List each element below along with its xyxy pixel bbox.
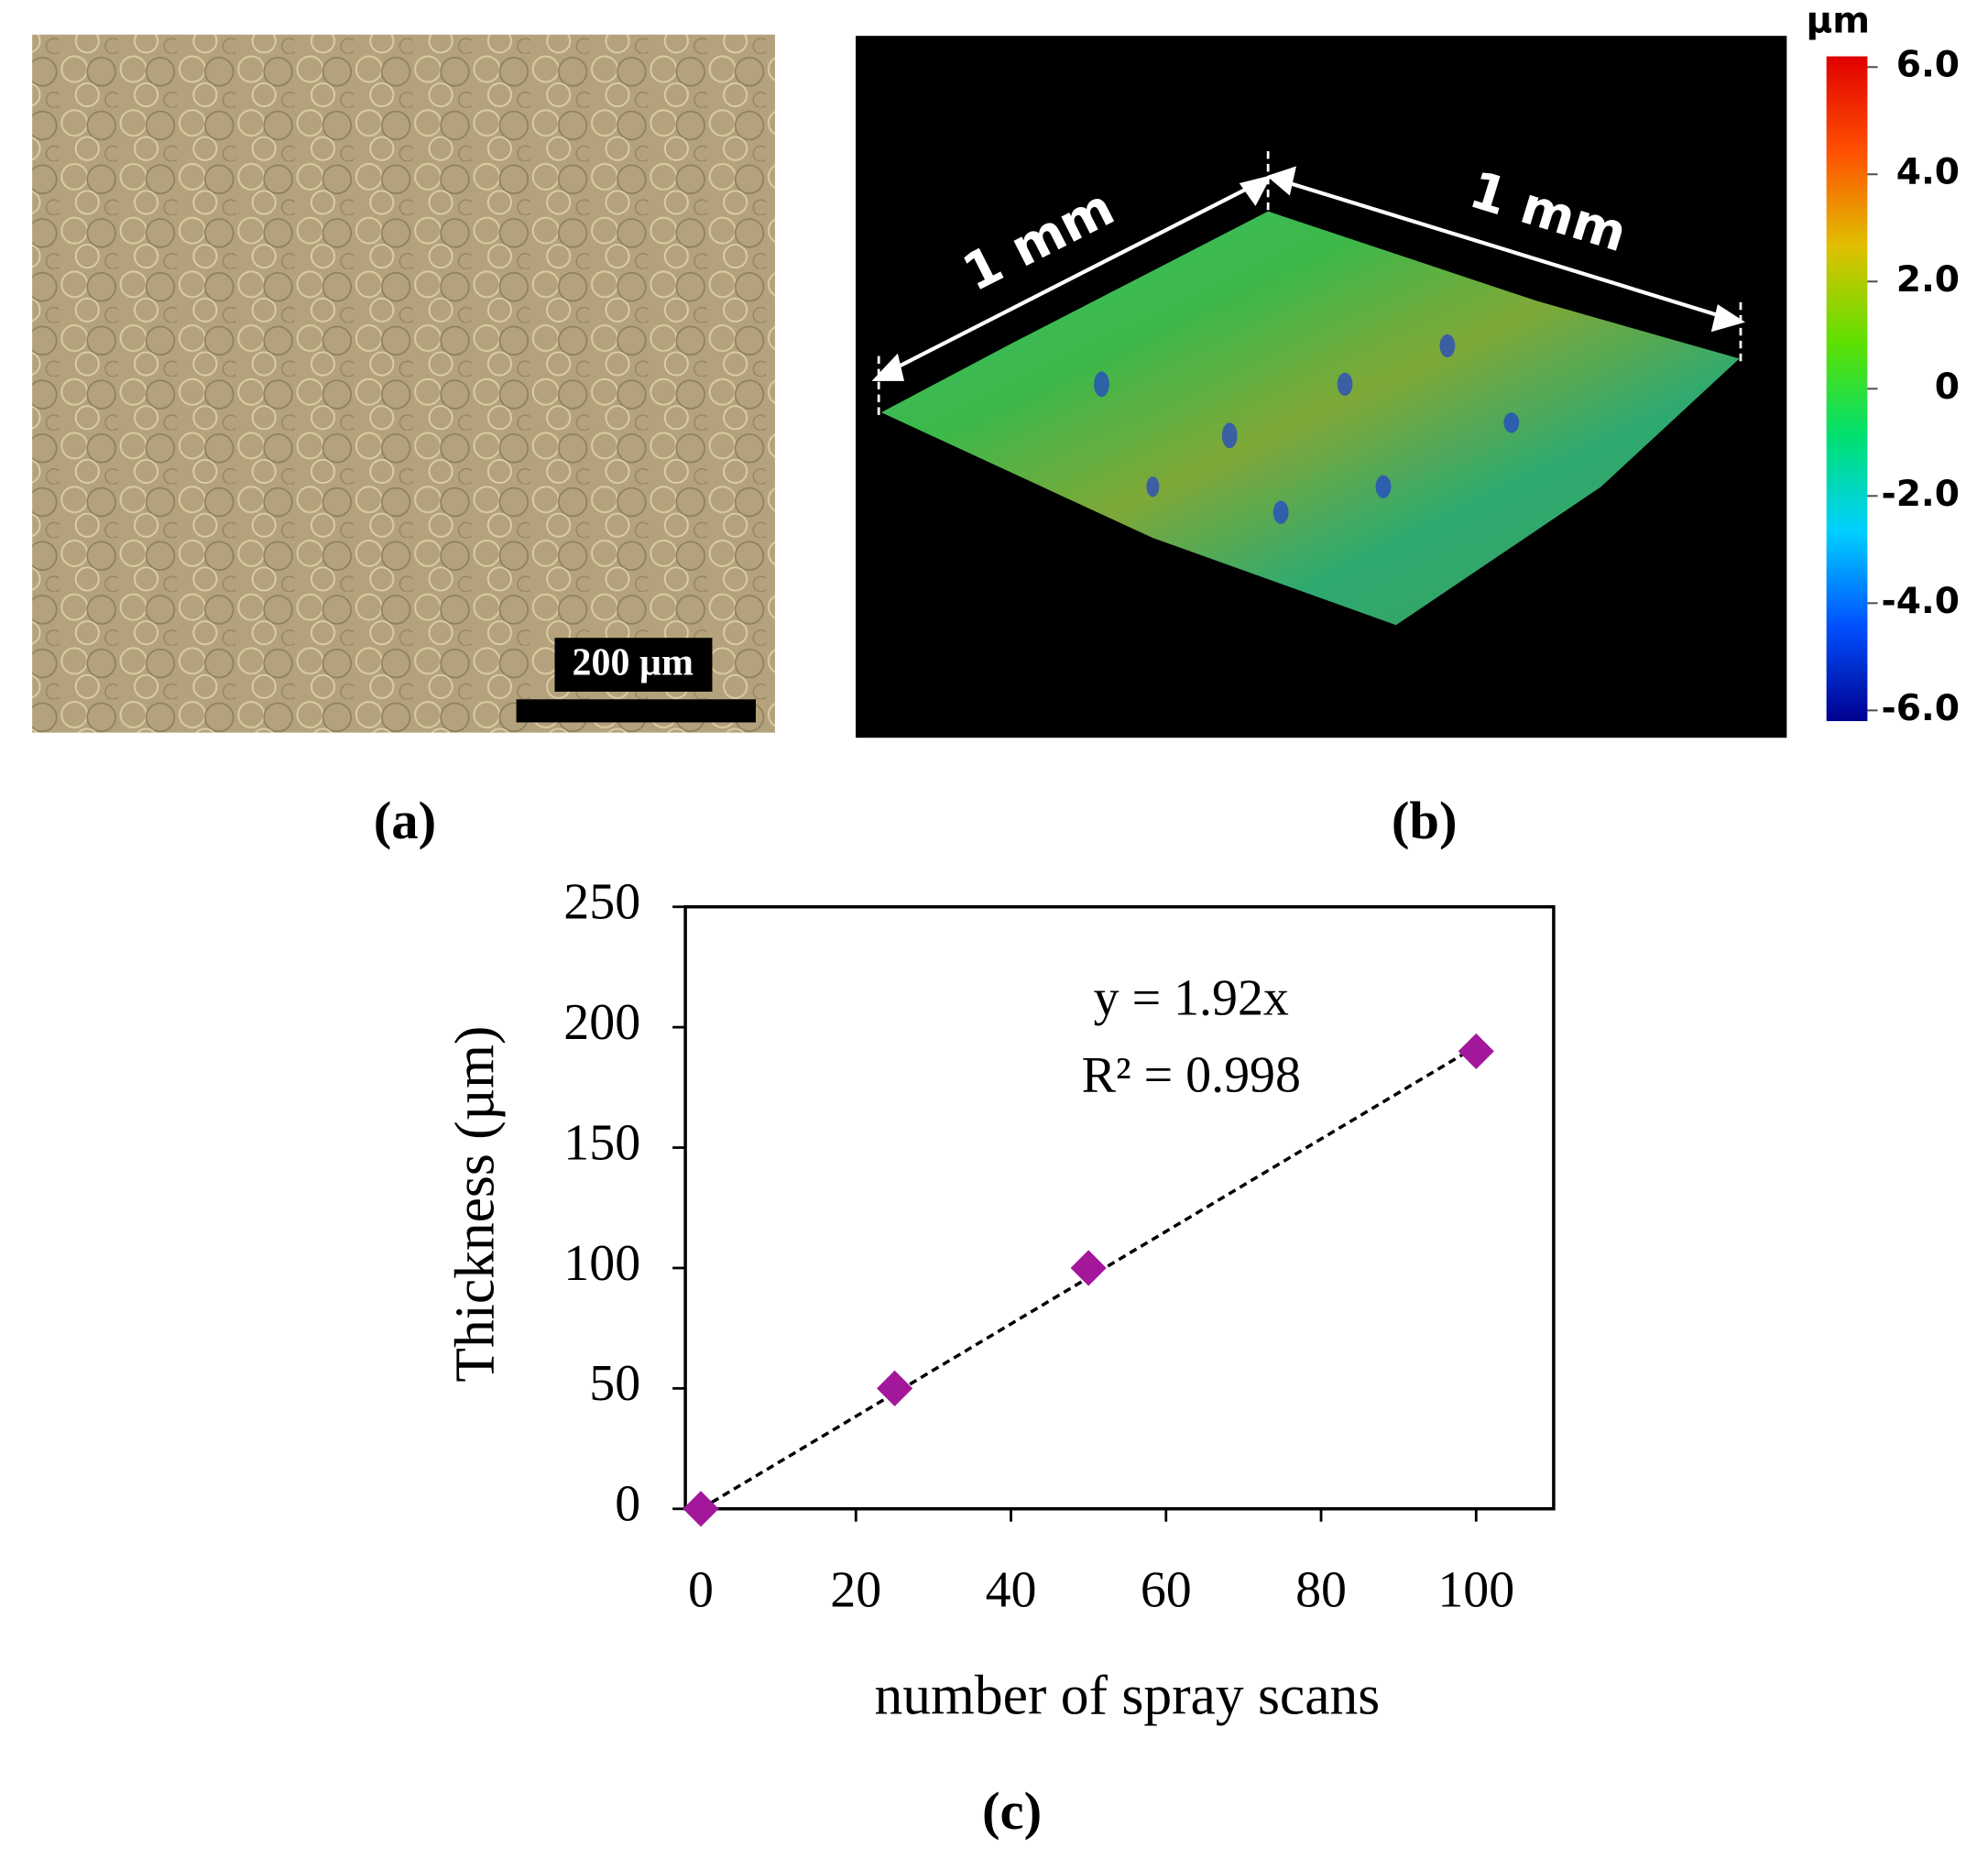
x-tick-label: 80 — [1295, 1561, 1347, 1618]
colorbar-tick-label: 2.0 — [1896, 259, 1960, 301]
y-axis-label: Thickness (µm) — [444, 1026, 507, 1383]
x-tick-label: 40 — [986, 1561, 1037, 1618]
colorbar-tick-label: -4.0 — [1881, 581, 1960, 622]
dimension-arrows — [871, 150, 1746, 418]
colorbar-title: µm — [1806, 1, 1870, 42]
panel-label: (b) — [1392, 791, 1458, 850]
y-tick-label: 50 — [589, 1355, 640, 1412]
x-tick-label: 20 — [830, 1561, 881, 1618]
trendline-equation: y = 1.92x — [1094, 969, 1289, 1026]
colorbar-tick-label: -6.0 — [1881, 688, 1960, 729]
panel-label: (a) — [374, 791, 436, 850]
data-point — [1458, 1033, 1494, 1070]
surface-pits — [1094, 334, 1520, 524]
data-point — [683, 1491, 719, 1527]
colorbar-tick-label: 4.0 — [1896, 152, 1960, 193]
colorbar-tick-label: 0 — [1935, 366, 1960, 408]
y-tick-label: 0 — [615, 1476, 640, 1533]
surface-3d — [880, 211, 1740, 626]
scale-bar-label-bg — [554, 638, 713, 692]
panel-label: (c) — [982, 1781, 1042, 1841]
plot-frame — [683, 904, 1556, 1511]
micrograph — [32, 34, 775, 733]
data-point — [1070, 1250, 1107, 1286]
scale-bar — [516, 699, 756, 723]
colorbar — [1826, 56, 1868, 722]
colorbar-tick-label: 6.0 — [1896, 45, 1960, 86]
y-tick-label: 250 — [563, 874, 640, 931]
y-tick-label: 200 — [563, 994, 640, 1051]
x-tick-label: 100 — [1437, 1561, 1514, 1618]
x-tick-label: 60 — [1141, 1561, 1192, 1618]
y-tick-label: 150 — [563, 1114, 640, 1171]
scale-bar-label: 200 µm — [573, 642, 694, 684]
y-tick-label: 100 — [563, 1235, 640, 1292]
trendline-r2: R² = 0.998 — [1082, 1046, 1301, 1103]
colorbar-tick-label: -2.0 — [1881, 474, 1960, 515]
x-tick-label: 0 — [688, 1561, 714, 1618]
x-axis-label: number of spray scans — [875, 1665, 1381, 1727]
